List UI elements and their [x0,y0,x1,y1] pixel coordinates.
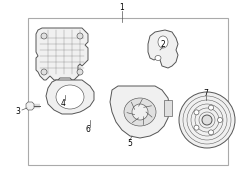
Ellipse shape [158,36,168,48]
Polygon shape [46,80,94,114]
Text: 3: 3 [16,107,20,116]
Polygon shape [36,28,88,80]
Circle shape [194,110,199,115]
Circle shape [179,92,235,148]
Polygon shape [26,102,34,110]
Bar [28,18,228,165]
Circle shape [41,69,47,75]
Circle shape [202,115,212,125]
Circle shape [41,33,47,39]
Bar [164,100,172,116]
Circle shape [217,118,223,123]
Polygon shape [110,86,170,138]
Text: 5: 5 [128,138,132,147]
Text: 2: 2 [161,39,165,48]
Ellipse shape [155,55,161,60]
Text: 7: 7 [203,89,208,98]
Circle shape [77,69,83,75]
Circle shape [209,130,214,135]
Circle shape [194,125,199,130]
Text: 4: 4 [61,98,65,107]
Text: 6: 6 [86,125,91,134]
Ellipse shape [56,85,84,109]
Ellipse shape [124,98,156,126]
Circle shape [209,105,214,110]
Circle shape [77,33,83,39]
Polygon shape [148,30,178,68]
Circle shape [132,104,148,120]
Text: 1: 1 [120,3,124,12]
